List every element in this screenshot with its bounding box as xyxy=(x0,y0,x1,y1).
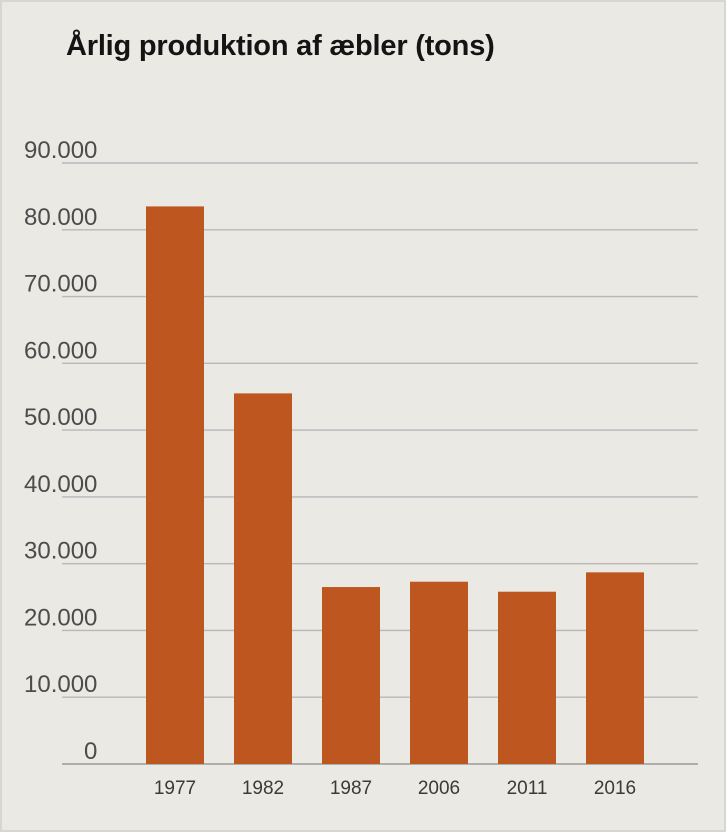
x-tick-label: 2006 xyxy=(418,778,460,799)
bar-1982 xyxy=(234,393,292,764)
y-tick-label: 70.000 xyxy=(24,271,97,298)
bar-2006 xyxy=(410,581,468,764)
bar-1977 xyxy=(146,206,204,765)
y-tick-label: 80.000 xyxy=(24,204,97,231)
y-tick-label: 50.000 xyxy=(24,404,97,431)
y-tick-label: 30.000 xyxy=(24,538,97,565)
bar-2011 xyxy=(498,591,556,764)
bar-2016 xyxy=(586,572,644,764)
x-tick-label: 2016 xyxy=(594,778,636,799)
x-tick-label: 1982 xyxy=(242,778,284,799)
y-tick-label: 40.000 xyxy=(24,471,97,498)
bar-1987 xyxy=(322,587,380,764)
y-tick-label: 20.000 xyxy=(24,604,97,631)
y-tick-label: 90.000 xyxy=(24,137,97,164)
chart-title: Årlig produktion af æbler (tons) xyxy=(66,30,495,62)
y-tick-label: 0 xyxy=(84,738,97,765)
y-tick-label: 10.000 xyxy=(24,671,97,698)
x-tick-label: 2011 xyxy=(507,778,548,799)
x-tick-label: 1987 xyxy=(330,778,372,799)
y-tick-label: 60.000 xyxy=(24,337,97,364)
x-tick-label: 1977 xyxy=(154,778,196,799)
